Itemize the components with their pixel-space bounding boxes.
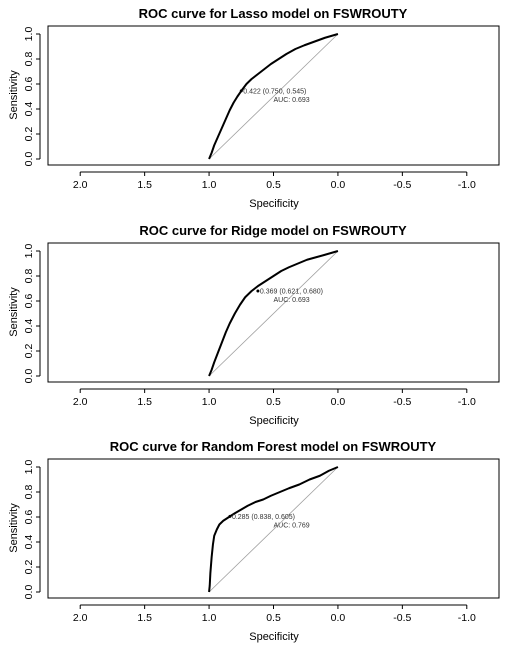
- x-tick-label: -1.0: [458, 396, 476, 408]
- y-tick-label: 0.6: [23, 294, 35, 309]
- auc-label: AUC: 0.693: [274, 97, 310, 104]
- chart-panel-lasso: ROC curve for Lasso model on FSWROUTY 0.…: [8, 6, 500, 210]
- plot-frame: [47, 458, 500, 599]
- y-axis-label: Sensitivity: [8, 287, 20, 337]
- chart-panel-random-forest: ROC curve for Random Forest model on FSW…: [8, 439, 500, 643]
- y-axis-label: Sensitivity: [8, 70, 20, 120]
- x-tick-label: -0.5: [393, 396, 411, 408]
- y-tick-label: 0.2: [23, 560, 35, 575]
- y-tick-label: 0.8: [23, 269, 35, 284]
- roc-curve: [208, 466, 339, 593]
- x-tick-label: -0.5: [393, 179, 411, 191]
- x-tick-label: 2.0: [73, 612, 88, 624]
- x-tick-label: 1.0: [202, 179, 217, 191]
- x-tick-label: 1.0: [202, 396, 217, 408]
- reference-diagonal: [208, 250, 339, 377]
- y-tick-label: 0.4: [23, 535, 35, 550]
- chart-title: ROC curve for Random Forest model on FSW…: [110, 439, 437, 454]
- plot-marks: 0.285 (0.838, 0.605)AUC: 0.769: [208, 466, 339, 593]
- x-tick-label: 0.5: [266, 396, 281, 408]
- x-axis-label: Specificity: [249, 198, 299, 210]
- y-tick-label: 0.2: [23, 344, 35, 359]
- x-tick-label: 0.5: [266, 179, 281, 191]
- x-tick-label: -0.5: [393, 612, 411, 624]
- x-tick-label: 1.5: [137, 612, 152, 624]
- threshold-point: [239, 89, 243, 93]
- y-tick-label: 1.0: [23, 27, 35, 42]
- roc-curve: [208, 250, 339, 377]
- y-axis: 0.0 0.2 0.4 0.6 0.8 1.0: [23, 460, 41, 600]
- threshold-point: [228, 514, 232, 518]
- reference-diagonal: [208, 466, 339, 593]
- y-tick-label: 0.0: [23, 152, 35, 167]
- threshold-label: 0.285 (0.838, 0.605): [232, 514, 295, 521]
- x-tick-label: 1.5: [137, 179, 152, 191]
- y-tick-label: 0.6: [23, 510, 35, 525]
- y-axis: 0.0 0.2 0.4 0.6 0.8 1.0: [23, 244, 41, 384]
- threshold-label: 0.369 (0.621, 0.680): [260, 289, 323, 296]
- x-tick-label: 1.0: [202, 612, 217, 624]
- threshold-point: [256, 289, 260, 293]
- x-tick-label: -1.0: [458, 179, 476, 191]
- x-tick-label: 2.0: [73, 179, 88, 191]
- plot-frame: [47, 25, 500, 166]
- y-tick-label: 0.2: [23, 127, 35, 142]
- y-tick-label: 1.0: [23, 244, 35, 259]
- x-tick-label: 1.5: [137, 396, 152, 408]
- x-axis: 2.0 1.5 1.0 0.5 0.0 -0.5 -1.0: [73, 604, 476, 624]
- x-tick-label: 2.0: [73, 396, 88, 408]
- plot-marks: 0.369 (0.621, 0.680)AUC: 0.693: [208, 250, 339, 377]
- y-tick-label: 0.8: [23, 485, 35, 500]
- y-tick-label: 0.0: [23, 369, 35, 384]
- y-axis-label: Sensitivity: [8, 503, 20, 553]
- reference-diagonal: [208, 33, 339, 160]
- threshold-label: 0.422 (0.750, 0.545): [243, 88, 306, 95]
- x-axis-label: Specificity: [249, 631, 299, 643]
- y-tick-label: 0.8: [23, 52, 35, 67]
- x-axis: 2.0 1.5 1.0 0.5 0.0 -0.5 -1.0: [73, 388, 476, 408]
- x-tick-label: -1.0: [458, 612, 476, 624]
- plot-marks: 0.422 (0.750, 0.545) AUC: 0.693: [208, 33, 339, 160]
- x-tick-label: 0.5: [266, 612, 281, 624]
- roc-curve: [208, 33, 339, 160]
- x-tick-label: 0.0: [331, 179, 346, 191]
- x-axis-label: Specificity: [249, 415, 299, 427]
- y-axis: 0.0 0.2 0.4 0.6 0.8 1.0: [23, 27, 41, 167]
- y-tick-label: 0.6: [23, 77, 35, 92]
- auc-label: AUC: 0.769: [274, 522, 310, 529]
- y-tick-label: 0.0: [23, 585, 35, 600]
- plot-frame: [47, 242, 500, 383]
- y-tick-label: 1.0: [23, 460, 35, 475]
- x-tick-label: 0.0: [331, 612, 346, 624]
- chart-title: ROC curve for Lasso model on FSWROUTY: [139, 6, 408, 21]
- x-axis: 2.0 1.5 1.0 0.5 0.0 -0.5 -1.0: [73, 171, 476, 191]
- x-tick-label: 0.0: [331, 396, 346, 408]
- auc-label: AUC: 0.693: [274, 297, 310, 304]
- y-tick-label: 0.4: [23, 319, 35, 334]
- y-tick-label: 0.4: [23, 102, 35, 117]
- chart-panel-ridge: ROC curve for Ridge model on FSWROUTY 0.…: [8, 223, 500, 427]
- chart-title: ROC curve for Ridge model on FSWROUTY: [139, 223, 407, 238]
